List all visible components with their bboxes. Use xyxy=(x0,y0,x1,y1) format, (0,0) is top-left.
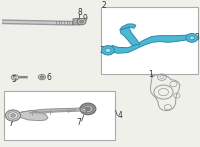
Text: 9: 9 xyxy=(83,14,87,23)
Text: 8: 8 xyxy=(78,9,82,17)
Circle shape xyxy=(186,34,198,42)
Circle shape xyxy=(5,110,21,121)
Circle shape xyxy=(11,114,15,117)
Polygon shape xyxy=(19,108,84,117)
FancyBboxPatch shape xyxy=(4,91,115,140)
Circle shape xyxy=(77,18,86,25)
Text: 7: 7 xyxy=(77,118,81,127)
Text: 3: 3 xyxy=(100,46,104,55)
Circle shape xyxy=(80,103,96,115)
Text: 2: 2 xyxy=(102,1,106,10)
Polygon shape xyxy=(120,24,136,30)
Circle shape xyxy=(189,36,194,40)
Circle shape xyxy=(8,112,18,119)
Circle shape xyxy=(82,108,86,111)
Text: 6: 6 xyxy=(46,73,51,82)
Text: 5: 5 xyxy=(11,75,16,84)
Polygon shape xyxy=(111,35,190,53)
Circle shape xyxy=(80,107,88,112)
Circle shape xyxy=(86,107,90,111)
Text: 7: 7 xyxy=(9,119,13,128)
Circle shape xyxy=(40,76,44,78)
FancyBboxPatch shape xyxy=(101,7,198,74)
Circle shape xyxy=(13,76,17,79)
Text: 4: 4 xyxy=(117,111,122,120)
Polygon shape xyxy=(120,27,140,45)
Circle shape xyxy=(83,105,93,113)
Text: 1: 1 xyxy=(148,70,153,79)
Polygon shape xyxy=(73,18,81,25)
Circle shape xyxy=(80,20,84,23)
Circle shape xyxy=(105,48,111,52)
Circle shape xyxy=(102,46,114,55)
Circle shape xyxy=(38,75,46,80)
Polygon shape xyxy=(19,111,48,121)
Text: 3: 3 xyxy=(194,33,199,42)
